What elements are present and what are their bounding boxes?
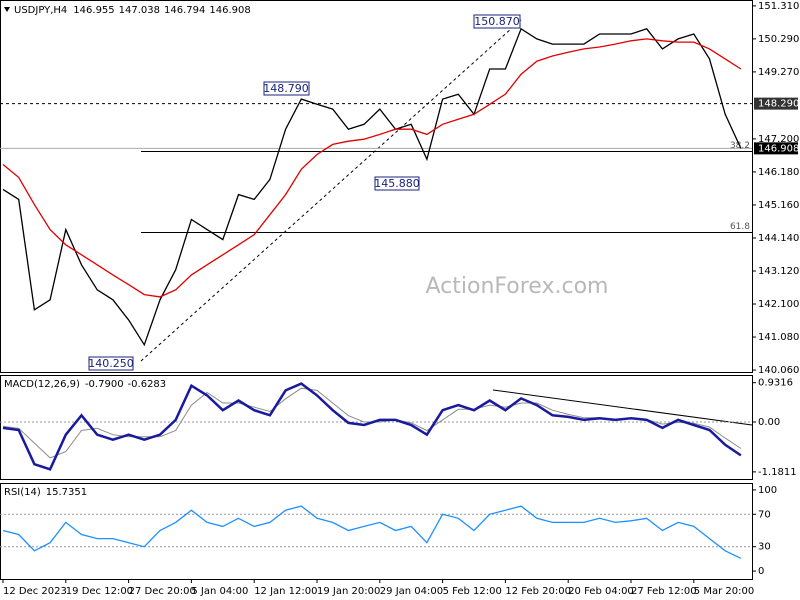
- y-tick-label: 145.160: [758, 200, 799, 211]
- pivot-box: [88, 356, 134, 371]
- rsi-panel: [0, 483, 753, 580]
- y-tick-label: 142.100: [758, 299, 799, 310]
- x-tick-label: 5 Feb 12:00: [443, 586, 502, 597]
- y-tick-label: 146.180: [758, 167, 799, 178]
- pivot-label: 150.870: [474, 15, 520, 28]
- y-tick-label: 70: [758, 509, 771, 520]
- pivot-box: [263, 81, 310, 96]
- y-tick-label: 143.120: [758, 266, 799, 277]
- x-tick-label: 19 Dec 12:00: [66, 586, 133, 597]
- x-tick-label: 19 Jan 20:00: [317, 586, 380, 597]
- pivot-label: 148.790: [263, 82, 309, 95]
- quote-low: 146.794: [164, 5, 205, 16]
- trend-line: [140, 19, 522, 362]
- macd-title: MACD(12,26,9): [4, 379, 80, 390]
- series-line: [2, 38, 742, 298]
- price-panel: [0, 0, 753, 373]
- rsi-header: RSI(14) 15.7351: [4, 487, 87, 498]
- y-tick-label: 0.00: [758, 417, 780, 428]
- macd-divergence-line: [492, 389, 753, 426]
- series-line: [2, 382, 742, 471]
- x-tick-label: 29 Jan 04:00: [380, 586, 443, 597]
- y-tick-label: 30: [758, 542, 771, 553]
- y-tick-label: 100: [758, 485, 777, 496]
- level-box: [754, 97, 798, 110]
- rsi-title: RSI(14): [4, 487, 41, 498]
- quote-close: 146.908: [209, 5, 250, 16]
- price-header: USDJPY,H4 146.955 147.038 146.794 146.908: [14, 5, 251, 16]
- y-tick-label: 144.140: [758, 233, 799, 244]
- macd-main: -0.7900: [85, 379, 124, 390]
- x-tick-label: 12 Jan 12:00: [254, 586, 317, 597]
- y-tick-label: 147.200: [758, 134, 799, 145]
- series-line: [2, 505, 742, 559]
- watermark: ActionForex.com: [426, 274, 609, 299]
- x-tick-label: 5 Jan 04:00: [191, 586, 248, 597]
- y-tick-label: 0.9316: [758, 378, 793, 389]
- pivot-label: 140.250: [88, 357, 134, 370]
- y-tick-label: 151.310: [758, 1, 799, 12]
- level-label: 148.290: [758, 99, 799, 110]
- pivot-box: [374, 176, 420, 191]
- y-tick-label: 149.270: [758, 67, 799, 78]
- macd-header: MACD(12,26,9) -0.7900 -0.6283: [4, 379, 166, 390]
- quote-open: 146.955: [73, 5, 114, 16]
- fib-label: 61.8: [730, 222, 750, 232]
- x-tick-label: 5 Mar 20:00: [694, 586, 754, 597]
- x-tick-label: 27 Dec 20:00: [129, 586, 196, 597]
- rsi-readout: 15.7351: [46, 487, 87, 498]
- x-tick-label: 12 Feb 20:00: [505, 586, 571, 597]
- x-tick-label: 27 Feb 12:00: [631, 586, 697, 597]
- last-price-box: [754, 142, 798, 155]
- symbol: USDJPY,H4: [14, 5, 67, 16]
- y-tick-label: 150.290: [758, 34, 799, 45]
- y-tick-label: 141.080: [758, 332, 799, 343]
- series-line: [2, 27, 742, 347]
- y-tick-label: -1.1811: [758, 467, 797, 478]
- pivot-box: [473, 14, 521, 29]
- macd-panel: [0, 375, 753, 480]
- x-tick-label: 12 Dec 2023: [3, 586, 67, 597]
- pivot-label: 145.880: [374, 177, 420, 190]
- quote-high: 147.038: [119, 5, 160, 16]
- last-price-label: 146.908: [758, 143, 799, 154]
- x-tick-label: 20 Feb 04:00: [568, 586, 634, 597]
- macd-signal: -0.6283: [128, 379, 167, 390]
- y-tick-label: 0: [758, 566, 764, 577]
- y-tick-label: 140.060: [758, 365, 799, 376]
- menu-icon: [4, 7, 10, 12]
